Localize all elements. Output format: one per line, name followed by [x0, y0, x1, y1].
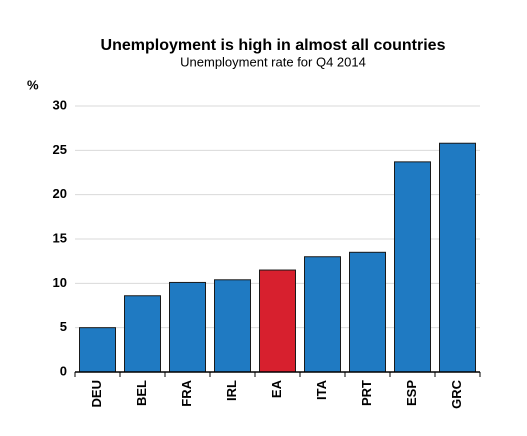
x-tick-label: EA: [269, 379, 284, 398]
x-tick-label: PRT: [359, 380, 374, 406]
y-tick-label: 30: [53, 97, 67, 112]
y-tick-label: 15: [53, 230, 67, 245]
x-tick-label: IRL: [224, 380, 239, 401]
y-tick-label: 20: [53, 186, 67, 201]
x-tick-label: BEL: [134, 380, 149, 406]
bar: [349, 251, 386, 373]
x-tick-label: ESP: [404, 380, 419, 406]
x-tick-label: GRC: [449, 379, 464, 409]
bar: [394, 161, 431, 373]
bar: [79, 327, 116, 373]
bar: [304, 256, 341, 373]
chart-subtitle: Unemployment rate for Q4 2014: [180, 54, 366, 69]
x-tick-label: ITA: [314, 379, 329, 400]
chart-title: Unemployment is high in almost all count…: [101, 37, 446, 54]
y-tick-label: 5: [60, 319, 67, 334]
y-tick-label: 10: [53, 275, 67, 290]
y-tick-label: 0: [60, 363, 67, 378]
y-axis-label: %: [27, 77, 39, 92]
y-tick-label: 25: [53, 142, 67, 157]
bar: [124, 295, 161, 373]
bar: [169, 281, 206, 373]
bar: [214, 279, 251, 373]
bar: [259, 269, 296, 373]
x-tick-label: DEU: [89, 380, 104, 407]
bar: [439, 142, 476, 373]
x-tick-label: FRA: [179, 379, 194, 406]
